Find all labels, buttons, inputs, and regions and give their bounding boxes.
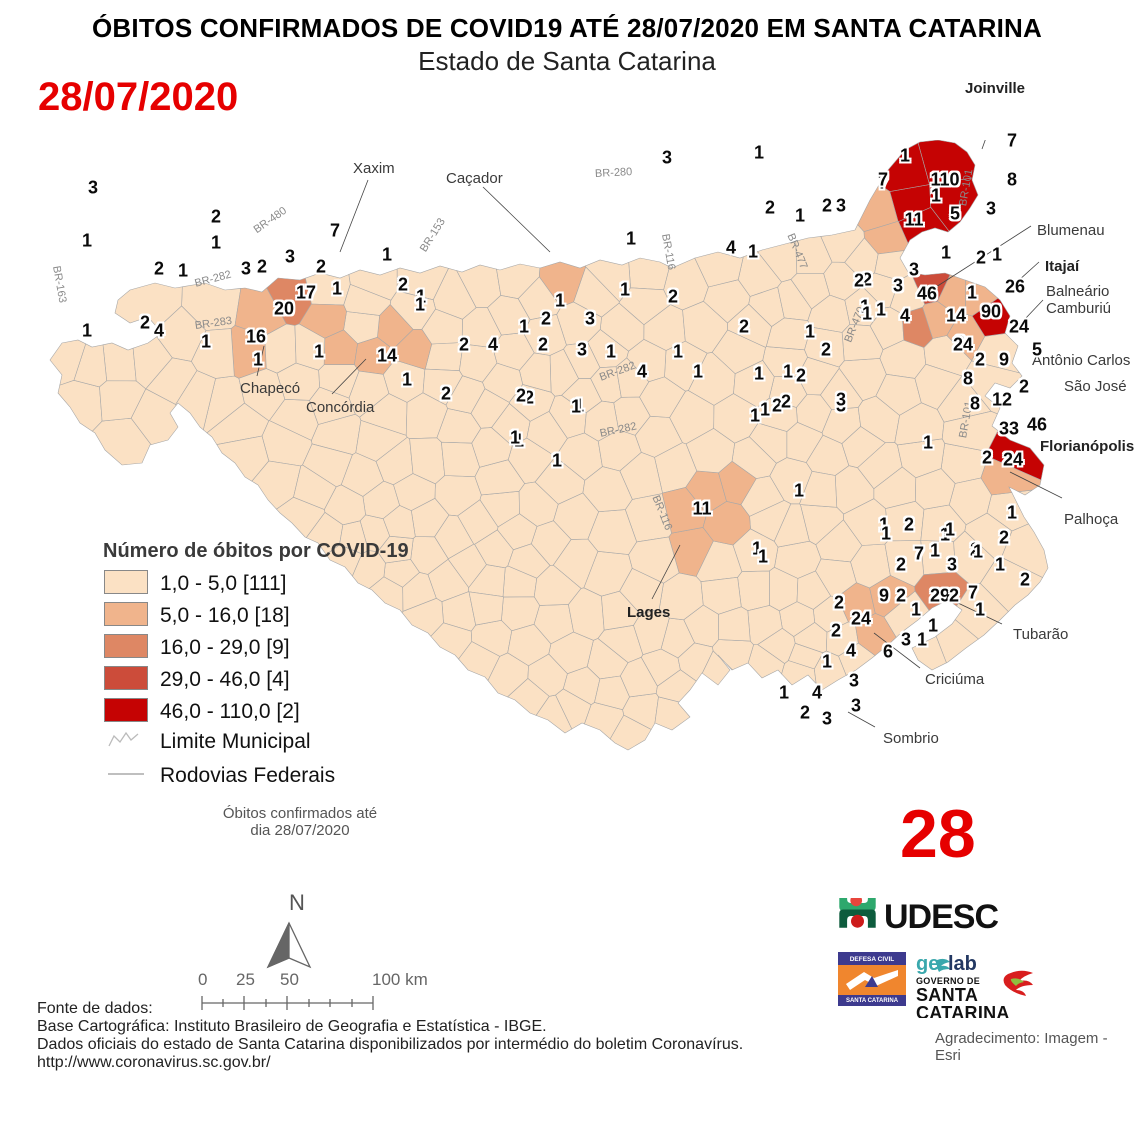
svg-text:SANTA CATARINA: SANTA CATARINA (846, 998, 899, 1004)
svg-text:SANTA: SANTA (916, 985, 978, 1005)
svg-text:50: 50 (280, 970, 299, 989)
svg-text:0: 0 (198, 970, 207, 989)
svg-text:100 km: 100 km (372, 970, 428, 989)
svg-text:CATARINA: CATARINA (916, 1003, 1010, 1018)
svg-text:lab: lab (948, 953, 977, 975)
svg-text:DEFESA CIVIL: DEFESA CIVIL (850, 956, 895, 963)
svg-text:N: N (289, 890, 305, 915)
svg-text:UDESC: UDESC (884, 898, 998, 936)
svg-text:ge: ge (916, 953, 939, 975)
svg-text:25: 25 (236, 970, 255, 989)
